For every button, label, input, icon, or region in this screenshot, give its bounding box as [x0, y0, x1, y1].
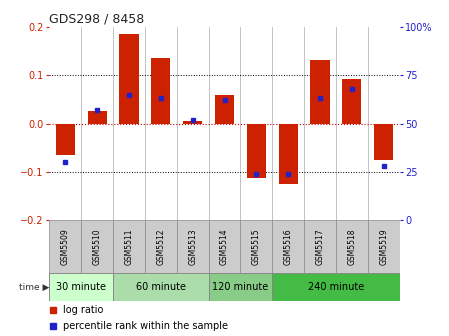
Text: GSM5511: GSM5511 [124, 228, 133, 265]
Text: 30 minute: 30 minute [56, 282, 106, 292]
Text: time ▶: time ▶ [19, 283, 49, 291]
Text: 120 minute: 120 minute [212, 282, 269, 292]
Text: 240 minute: 240 minute [308, 282, 364, 292]
Text: percentile rank within the sample: percentile rank within the sample [63, 321, 229, 331]
Text: GSM5510: GSM5510 [92, 228, 101, 265]
Text: GSM5518: GSM5518 [348, 228, 357, 265]
Bar [113, 273, 209, 301]
Bar [272, 273, 400, 301]
Bar [88, 112, 107, 124]
Bar [113, 220, 145, 273]
Bar [119, 34, 139, 124]
Text: GSM5517: GSM5517 [316, 228, 325, 265]
Bar [374, 124, 393, 160]
Bar [151, 58, 170, 124]
Bar [240, 220, 272, 273]
Bar [272, 220, 304, 273]
Text: GSM5515: GSM5515 [252, 228, 261, 265]
Bar [209, 220, 240, 273]
Bar [279, 124, 298, 184]
Bar [215, 94, 234, 124]
Text: GSM5519: GSM5519 [379, 228, 388, 265]
Text: 60 minute: 60 minute [136, 282, 186, 292]
Bar [81, 220, 113, 273]
Bar [183, 121, 202, 124]
Text: GSM5514: GSM5514 [220, 228, 229, 265]
Bar [336, 220, 368, 273]
Bar [49, 220, 81, 273]
Text: GSM5509: GSM5509 [61, 228, 70, 265]
Bar [304, 220, 336, 273]
Bar [145, 220, 177, 273]
Bar [368, 220, 400, 273]
Bar [209, 273, 272, 301]
Text: GSM5513: GSM5513 [188, 228, 197, 265]
Bar [247, 124, 266, 178]
Bar [56, 124, 75, 155]
Text: GDS298 / 8458: GDS298 / 8458 [49, 13, 145, 26]
Text: GSM5512: GSM5512 [156, 228, 165, 265]
Bar [49, 273, 113, 301]
Bar [310, 60, 330, 124]
Text: GSM5516: GSM5516 [284, 228, 293, 265]
Bar [177, 220, 209, 273]
Text: log ratio: log ratio [63, 305, 104, 316]
Bar [342, 79, 361, 124]
